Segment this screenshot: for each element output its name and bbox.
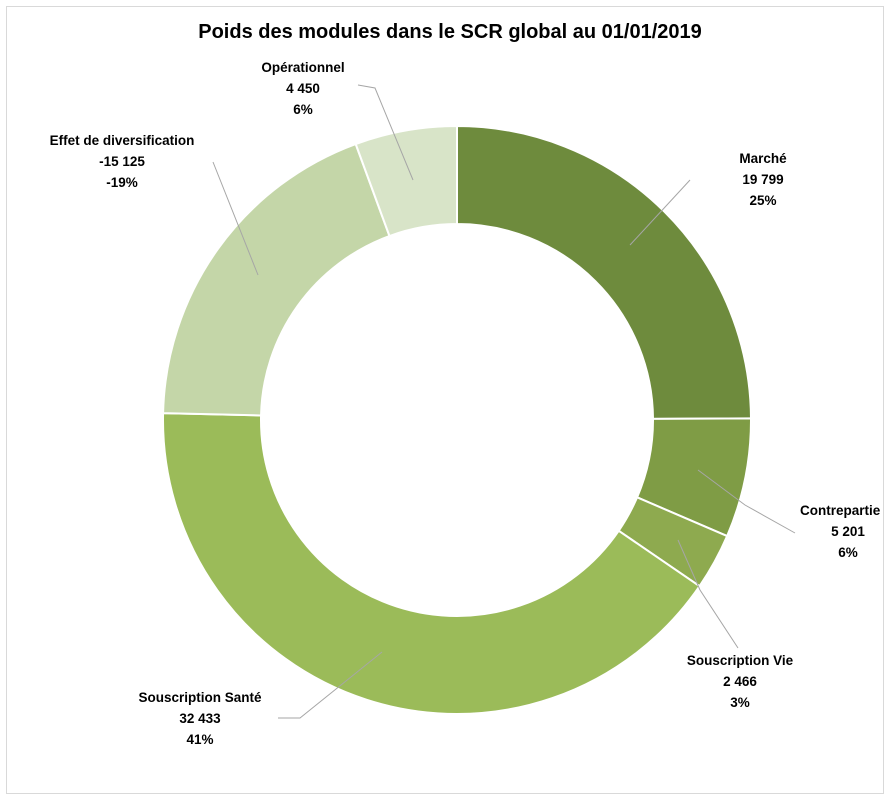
leader-line <box>629 179 691 246</box>
data-label-value: 5 201 <box>831 524 865 539</box>
data-label-value: 4 450 <box>286 81 320 96</box>
data-label-label: Marché <box>739 151 787 166</box>
data-label-value: 19 799 <box>742 172 783 187</box>
data-label-value: 32 433 <box>179 711 221 726</box>
slice-marché <box>456 124 753 420</box>
slice-opérationnel <box>354 124 458 238</box>
data-label-percent: 6% <box>293 102 313 117</box>
data-label-label: Opérationnel <box>261 60 344 75</box>
data-label-percent: 41% <box>186 732 213 747</box>
slices-group <box>162 124 753 715</box>
leader-lines-group <box>212 84 796 719</box>
leader-line <box>212 161 259 276</box>
leader-line <box>677 539 739 649</box>
data-label-label: Contrepartie <box>800 503 881 518</box>
data-label-percent: 25% <box>749 193 776 208</box>
data-label-value: -15 125 <box>99 154 145 169</box>
leader-line <box>278 651 383 719</box>
data-label-value: 2 466 <box>723 674 757 689</box>
leader-line <box>357 84 414 181</box>
chart-title: Poids des modules dans le SCR global au … <box>198 21 702 43</box>
data-label-label: Souscription Vie <box>687 653 794 668</box>
slice-souscription-santé <box>162 412 701 715</box>
data-label-label: Souscription Santé <box>138 690 262 705</box>
data-label-percent: 6% <box>838 545 858 560</box>
data-label-percent: -19% <box>106 175 138 190</box>
data-labels-group: Marché 19 799 25% Contrepartie 5 201 6% Souscr… <box>50 60 881 747</box>
data-label-label: Effet de diversification <box>50 133 195 148</box>
data-label-percent: 3% <box>730 695 750 710</box>
leader-line <box>697 469 796 534</box>
slice-effet-de-diversification <box>162 142 391 417</box>
